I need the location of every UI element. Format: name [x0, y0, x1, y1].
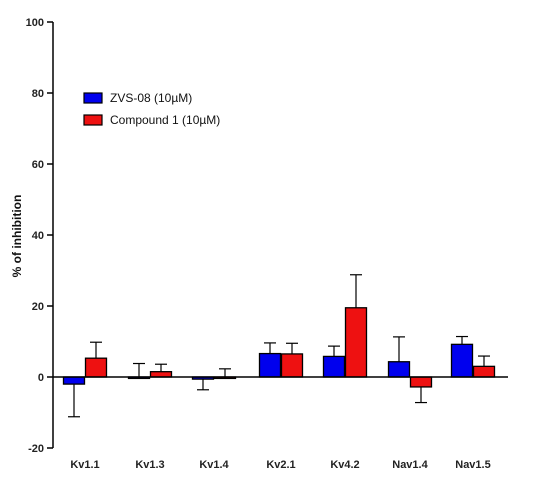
bar-compound1-kv1-1	[84, 357, 108, 378]
legend-swatch-compound1	[83, 114, 103, 126]
legend: ZVS-08 (10µM) Compound 1 (10µM)	[83, 91, 220, 127]
x-tick-label: Kv4.2	[330, 459, 359, 471]
x-tick-label: Kv1.1	[70, 459, 99, 471]
bar-zvs08-kv2-1	[258, 352, 282, 378]
legend-label-zvs08: ZVS-08 (10µM)	[110, 91, 192, 105]
error-bars-layer	[68, 274, 490, 418]
y-tick-label: 40	[32, 230, 44, 242]
legend-swatch-zvs08	[83, 92, 103, 104]
x-tick-label: Kv1.3	[135, 459, 164, 471]
y-tick-label: 80	[32, 88, 44, 100]
bar-zvs08-kv1-1	[62, 376, 86, 385]
bar-zvs08-nav1-4	[387, 361, 411, 378]
y-axis-title: % of inhibition	[10, 195, 24, 278]
x-tick-label: Kv1.4	[199, 459, 229, 471]
legend-label-compound1: Compound 1 (10µM)	[110, 113, 220, 127]
y-tick-label: 20	[32, 301, 44, 313]
bar-compound1-nav1-5	[472, 365, 496, 378]
x-tick-label: Nav1.4	[392, 459, 428, 471]
bar-compound1-kv4-2	[344, 307, 368, 378]
bar-compound1-kv1-3	[149, 371, 173, 378]
y-tick-label: -20	[28, 443, 44, 455]
x-tick-label: Kv2.1	[266, 459, 295, 471]
y-tick-label: 0	[38, 372, 44, 384]
bar-compound1-kv2-1	[280, 353, 304, 378]
axes-layer: -20 0 20 40 60 80 100 Kv1.1 Kv1.3 Kv1.4 Kv2.1 Kv4.2…	[26, 17, 508, 471]
y-tick-label: 60	[32, 159, 44, 171]
bar-zvs08-kv4-2	[322, 355, 346, 378]
bar-zvs08-nav1-5	[450, 343, 474, 378]
bar-compound1-nav1-4	[409, 376, 433, 388]
y-tick-label: 100	[26, 17, 44, 29]
bars-layer	[62, 307, 496, 388]
x-tick-label: Nav1.5	[455, 459, 490, 471]
